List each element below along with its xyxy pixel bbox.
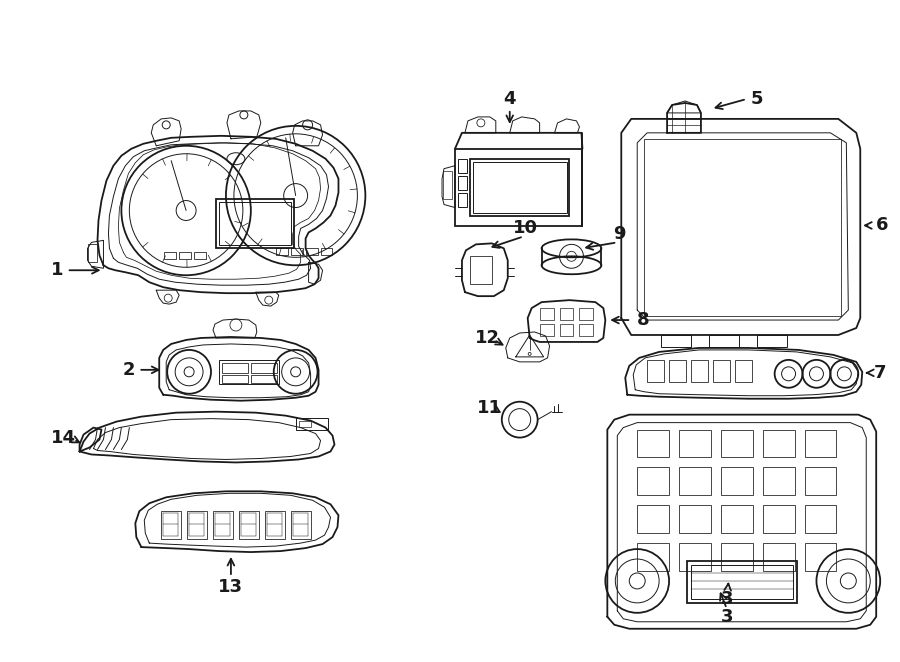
- Text: 11: 11: [477, 399, 502, 416]
- Bar: [251, 363, 276, 373]
- Bar: [238, 511, 259, 539]
- Bar: [713, 360, 730, 382]
- Bar: [560, 308, 573, 320]
- Bar: [662, 335, 691, 347]
- Bar: [805, 505, 836, 533]
- Bar: [762, 467, 795, 495]
- Text: 12: 12: [475, 329, 500, 347]
- Text: 3: 3: [721, 583, 734, 608]
- Bar: [647, 360, 664, 382]
- Bar: [721, 543, 752, 571]
- Bar: [762, 505, 795, 533]
- Bar: [691, 360, 708, 382]
- Text: 7: 7: [874, 364, 886, 382]
- Bar: [265, 511, 284, 539]
- Bar: [540, 324, 554, 336]
- Bar: [762, 543, 795, 571]
- Bar: [805, 467, 836, 495]
- Text: 9: 9: [613, 225, 626, 244]
- Bar: [734, 360, 752, 382]
- Bar: [455, 149, 582, 226]
- Bar: [805, 430, 836, 457]
- Bar: [222, 375, 248, 383]
- Bar: [161, 511, 181, 539]
- Bar: [679, 467, 711, 495]
- Bar: [580, 308, 593, 320]
- Bar: [637, 543, 669, 571]
- Bar: [687, 561, 796, 603]
- Text: 4: 4: [503, 90, 516, 108]
- Text: 6: 6: [876, 216, 888, 234]
- Text: 8: 8: [637, 311, 650, 329]
- Bar: [757, 335, 787, 347]
- Text: 14: 14: [51, 428, 76, 447]
- Bar: [275, 248, 288, 256]
- Bar: [637, 467, 669, 495]
- Bar: [458, 175, 467, 189]
- Text: 1: 1: [51, 261, 99, 279]
- Bar: [296, 418, 328, 430]
- Bar: [669, 360, 686, 382]
- Bar: [187, 511, 207, 539]
- Bar: [470, 159, 570, 216]
- Bar: [443, 171, 452, 199]
- Bar: [637, 430, 669, 457]
- Bar: [679, 430, 711, 457]
- Bar: [213, 511, 233, 539]
- Bar: [540, 308, 554, 320]
- Bar: [805, 543, 836, 571]
- Bar: [721, 467, 752, 495]
- Bar: [306, 248, 318, 256]
- Bar: [291, 511, 310, 539]
- Bar: [164, 252, 176, 260]
- Bar: [251, 375, 276, 383]
- Bar: [721, 505, 752, 533]
- Bar: [679, 505, 711, 533]
- Bar: [216, 199, 293, 248]
- Bar: [194, 252, 206, 260]
- Text: 3: 3: [721, 608, 734, 626]
- Bar: [219, 360, 279, 384]
- Bar: [644, 139, 842, 316]
- Bar: [580, 324, 593, 336]
- Bar: [709, 335, 739, 347]
- Text: 2: 2: [123, 361, 158, 379]
- Bar: [320, 248, 332, 256]
- Text: 5: 5: [751, 90, 763, 108]
- Bar: [721, 430, 752, 457]
- Bar: [458, 193, 467, 207]
- Bar: [560, 324, 573, 336]
- Bar: [222, 363, 248, 373]
- Bar: [679, 543, 711, 571]
- Bar: [291, 248, 302, 256]
- Text: 13: 13: [219, 578, 243, 596]
- Bar: [691, 565, 793, 599]
- Text: 10: 10: [513, 219, 538, 238]
- Bar: [87, 244, 97, 262]
- Bar: [637, 505, 669, 533]
- Bar: [219, 201, 291, 246]
- Bar: [470, 256, 491, 284]
- Bar: [762, 430, 795, 457]
- Bar: [472, 162, 566, 214]
- Bar: [458, 159, 467, 173]
- Bar: [299, 420, 310, 426]
- Bar: [179, 252, 191, 260]
